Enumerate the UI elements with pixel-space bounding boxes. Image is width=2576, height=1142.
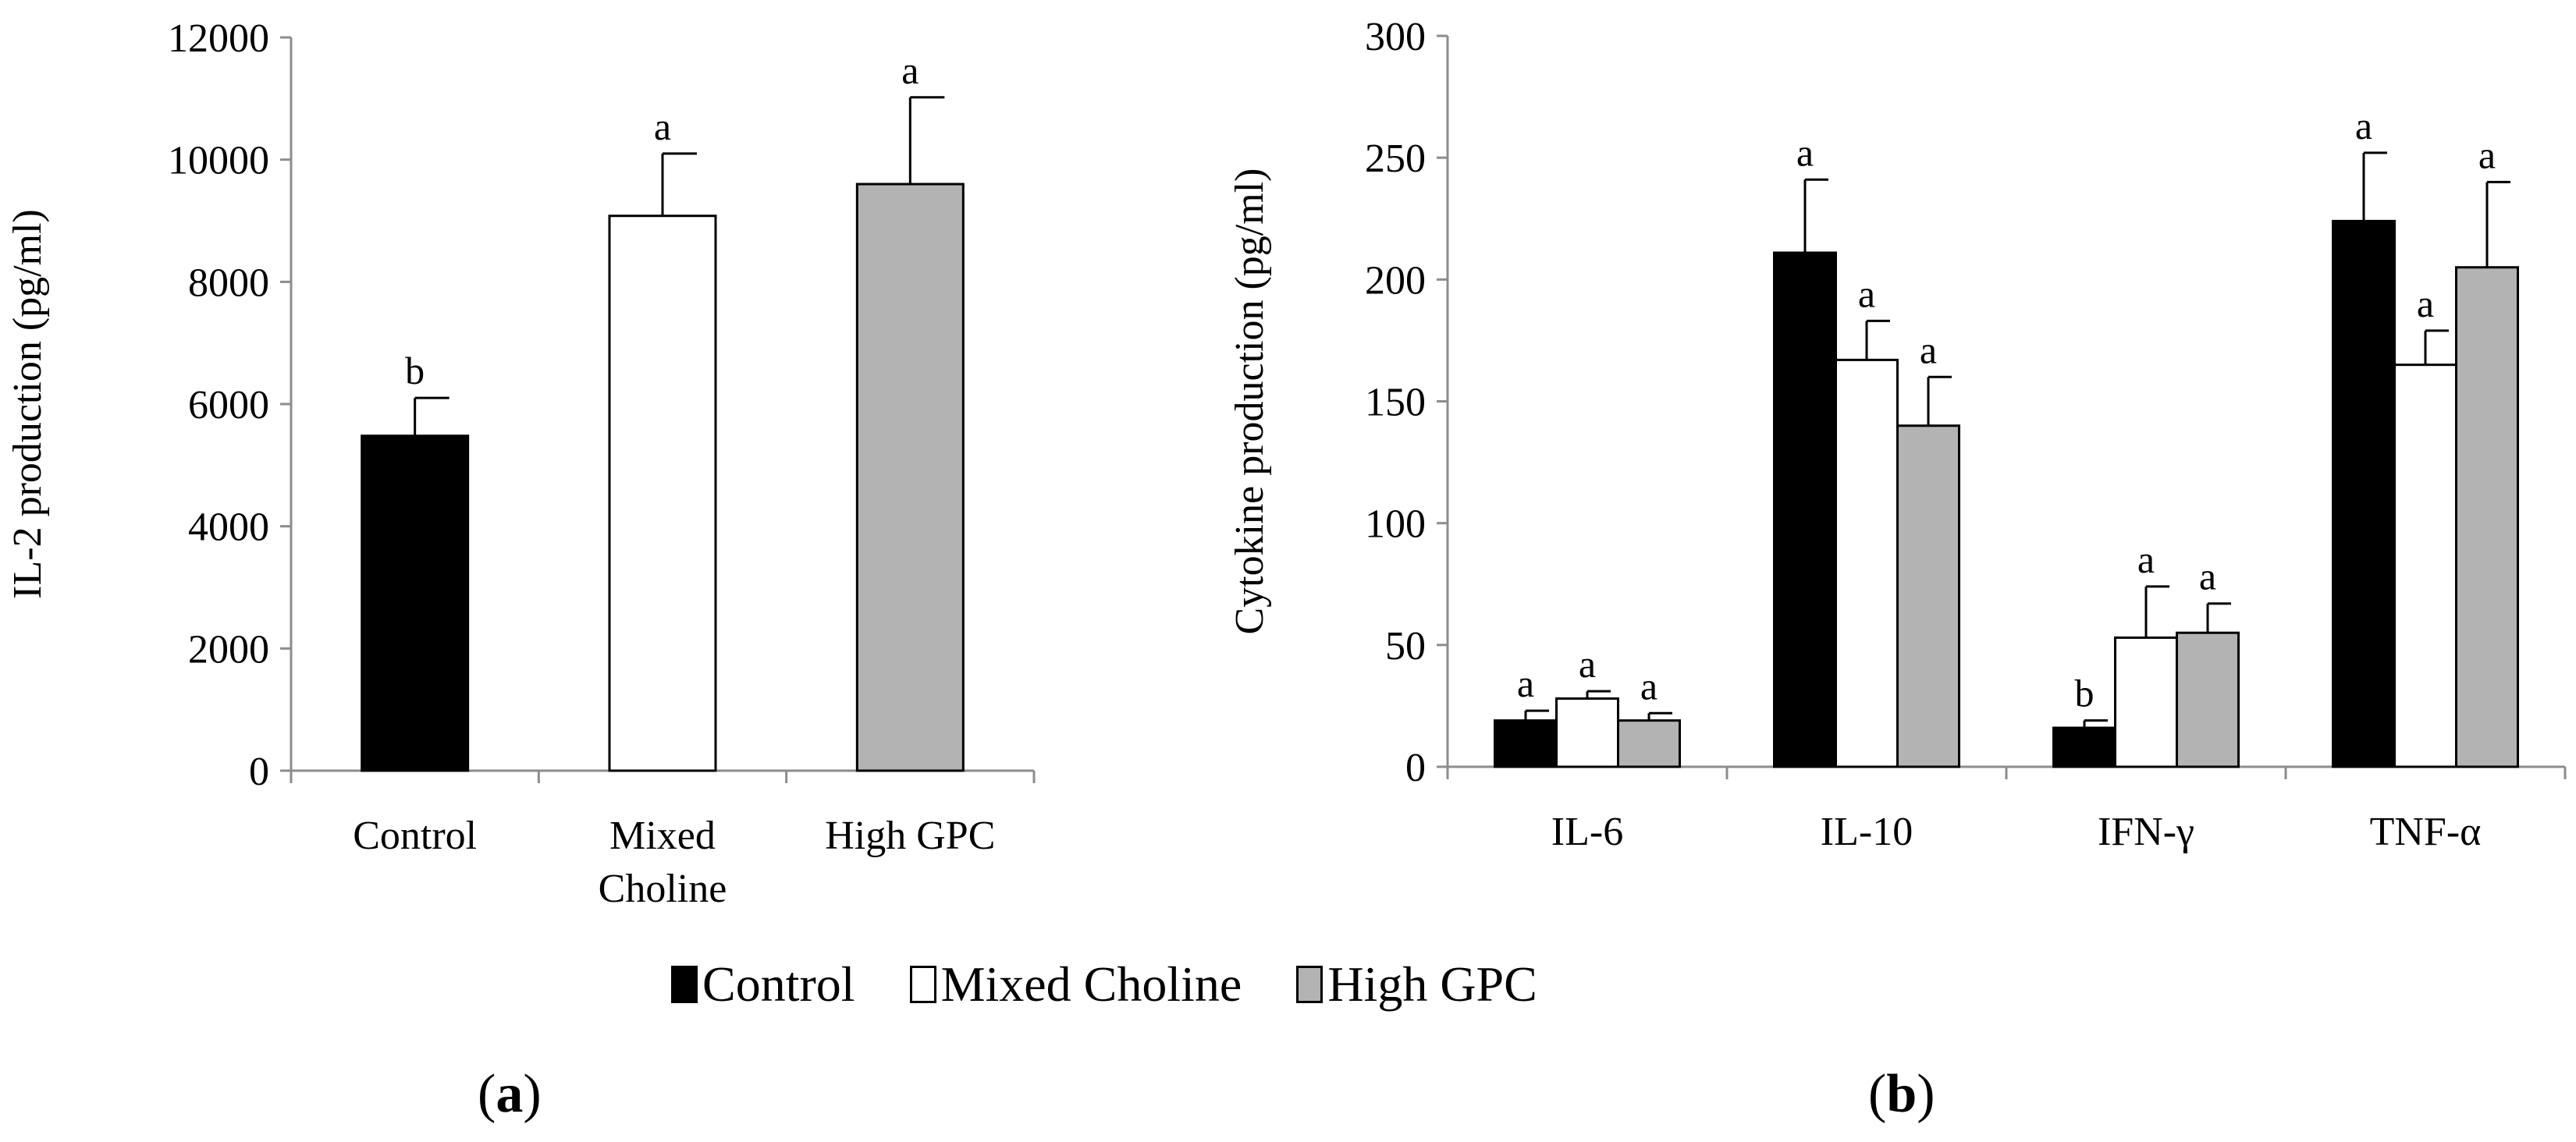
panel-label-a: (a)	[478, 1064, 542, 1124]
legend-label-control: Control	[702, 956, 855, 1012]
significance-letter-control-control: b	[405, 349, 425, 392]
significance-letter-high-gpc-tnf: a	[2478, 133, 2496, 176]
bar-high-gpc-high-gpc	[855, 183, 965, 772]
y-tick-label: 50	[1385, 624, 1426, 669]
significance-letter-high-gpc-il-6: a	[1640, 664, 1658, 708]
bar-mixed-choline-il-6	[1555, 697, 1619, 768]
significance-letter-control-tnf: a	[2355, 104, 2372, 147]
legend-label-mixed-choline: Mixed Choline	[940, 956, 1242, 1012]
bar-control-il-10	[1773, 251, 1837, 768]
bar-control-tnf	[2332, 219, 2396, 768]
y-tick-label: 200	[1365, 258, 1426, 303]
bar-mixed-choline-tnf	[2393, 364, 2457, 768]
bar-control-il-6	[1494, 719, 1558, 768]
x-tick-label-ifn: IFN-γ	[2098, 810, 2194, 854]
x-tick-label-mixed-choline: Choline	[599, 867, 727, 911]
significance-letter-control-il-6: a	[1517, 661, 1534, 705]
y-tick-label: 250	[1365, 137, 1426, 181]
significance-letter-mixed-choline-mixed-choline: a	[654, 105, 671, 148]
significance-letter-mixed-choline-il-6: a	[1579, 642, 1596, 686]
legend-label-high-gpc: High GPC	[1327, 956, 1537, 1012]
legend-item-mixed-choline: Mixed Choline	[909, 956, 1242, 1012]
y-tick-label: 2000	[188, 627, 269, 672]
legend-swatch-control	[671, 966, 698, 1003]
legend-swatch-mixed-choline	[909, 966, 936, 1003]
y-tick-label: 0	[249, 750, 269, 794]
significance-letter-mixed-choline-tnf: a	[2417, 282, 2434, 325]
legend: Control Mixed Choline High GPC	[671, 953, 1592, 1016]
bar-high-gpc-il-6	[1617, 719, 1681, 768]
bar-high-gpc-ifn	[2176, 631, 2240, 768]
significance-letter-mixed-choline-ifn: a	[2137, 537, 2155, 581]
y-axis-title: IL-2 production (pg/ml)	[5, 209, 50, 599]
x-tick-label-il-10: IL-10	[1821, 810, 1913, 854]
legend-swatch-high-gpc	[1296, 966, 1324, 1003]
significance-letter-high-gpc-il-10: a	[1920, 328, 1937, 371]
bar-mixed-choline-il-10	[1835, 358, 1899, 768]
legend-item-control: Control	[671, 959, 855, 1009]
y-tick-label: 150	[1365, 381, 1426, 425]
y-tick-label: 6000	[188, 383, 269, 427]
bar-control-ifn	[2052, 726, 2116, 768]
bar-control-control	[361, 434, 470, 772]
significance-letter-control-ifn: b	[2075, 672, 2095, 715]
significance-letter-high-gpc-ifn: a	[2199, 555, 2216, 598]
legend-item-high-gpc: High GPC	[1296, 959, 1537, 1009]
x-tick-label-high-gpc: High GPC	[825, 814, 995, 858]
bar-high-gpc-il-10	[1896, 424, 1960, 768]
y-tick-label: 10000	[168, 139, 269, 183]
x-tick-label-mixed-choline: Mixed	[609, 814, 716, 858]
y-tick-label: 0	[1405, 746, 1426, 790]
significance-letter-high-gpc-high-gpc: a	[901, 48, 918, 92]
bar-mixed-choline-ifn	[2114, 636, 2178, 768]
y-tick-label: 4000	[188, 505, 269, 550]
x-tick-label-il-6: IL-6	[1551, 810, 1623, 854]
y-tick-label: 300	[1365, 15, 1426, 59]
x-tick-label-tnf: TNF-α	[2370, 810, 2482, 854]
significance-letter-control-il-10: a	[1796, 130, 1814, 174]
y-axis-title: Cytokine production (pg/ml)	[1228, 168, 1272, 635]
significance-letter-mixed-choline-il-10: a	[1858, 271, 1875, 315]
x-tick-label-control: Control	[353, 814, 477, 858]
bar-mixed-choline-mixed-choline	[608, 215, 717, 772]
panel-label-b: (b)	[1868, 1064, 1935, 1124]
y-tick-label: 8000	[188, 261, 269, 305]
y-tick-label: 100	[1365, 502, 1426, 547]
y-tick-label: 12000	[168, 16, 269, 61]
bar-high-gpc-tnf	[2455, 266, 2519, 768]
